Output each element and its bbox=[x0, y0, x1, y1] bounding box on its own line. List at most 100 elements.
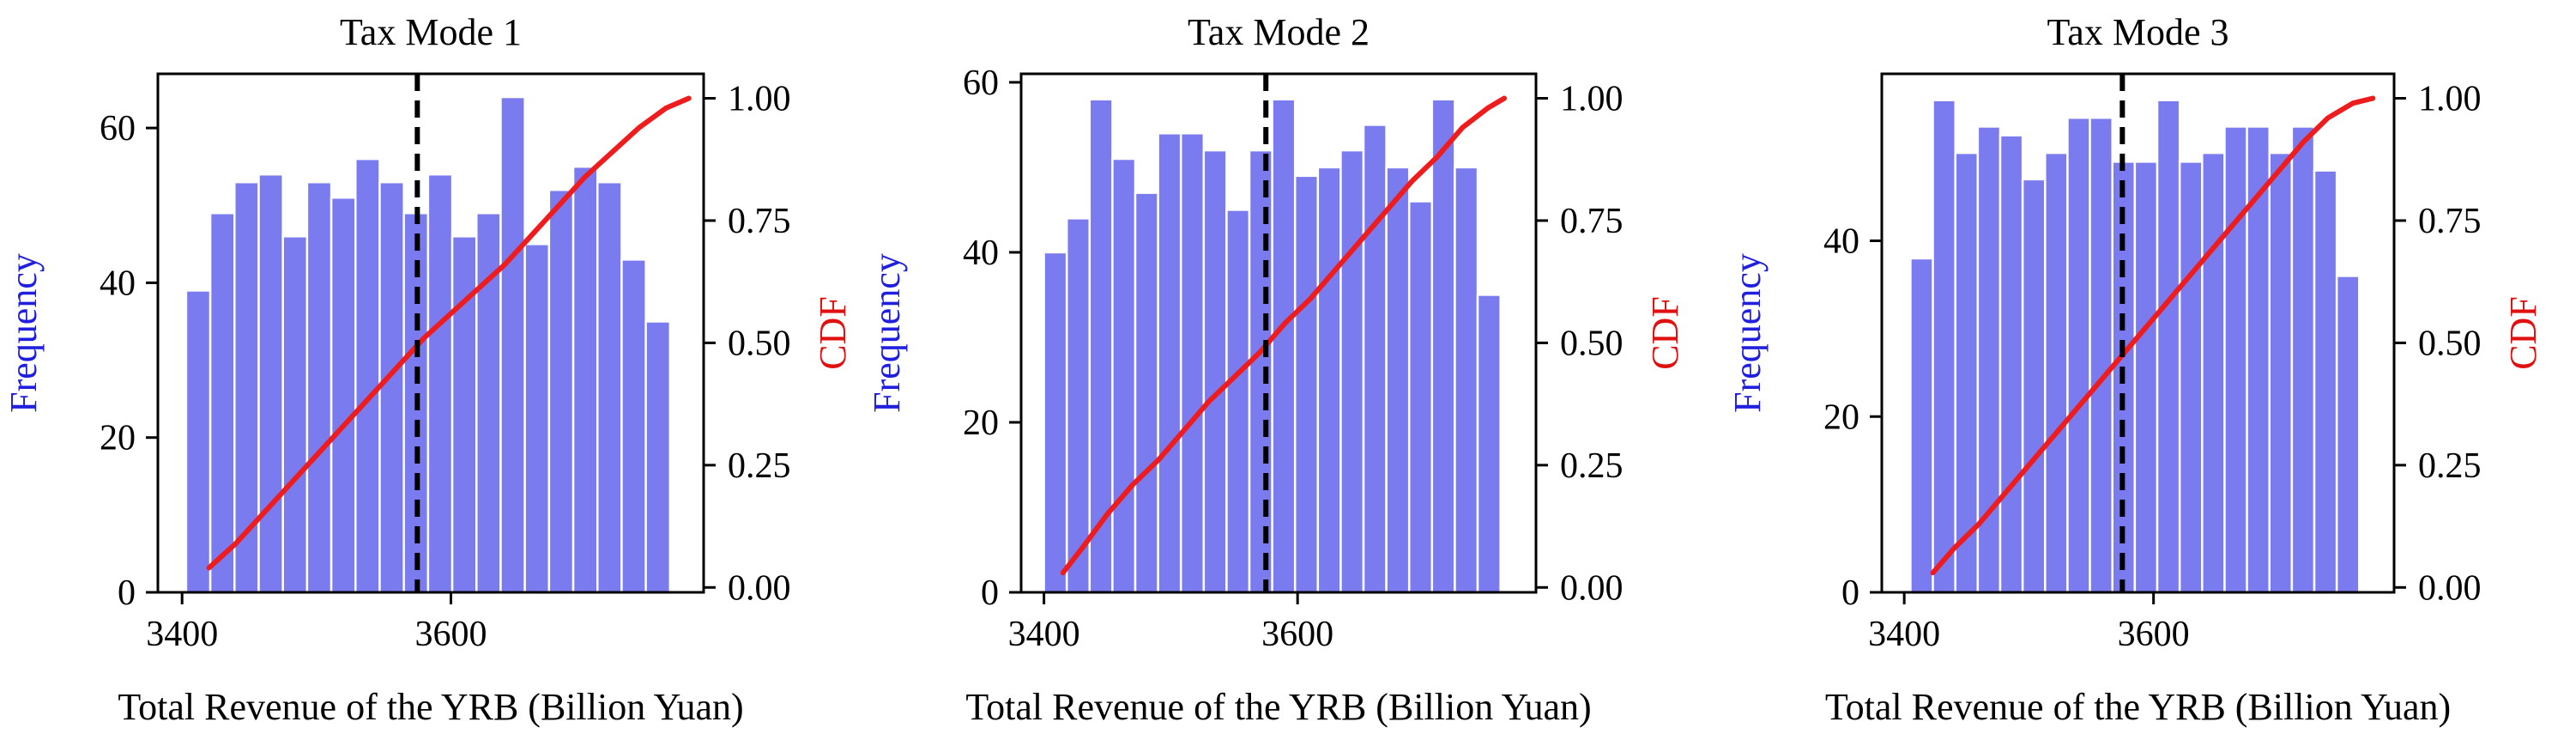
y-tick-label: 0 bbox=[1841, 573, 1859, 613]
histogram-bar bbox=[2201, 151, 2226, 594]
histogram-bar bbox=[209, 212, 236, 594]
y-tick-label: 60 bbox=[100, 109, 136, 149]
histogram-bar bbox=[354, 157, 381, 594]
y-axis-label: Frequency bbox=[1726, 253, 1769, 413]
histogram-bar bbox=[378, 180, 405, 594]
histogram-bar bbox=[1134, 191, 1159, 594]
histogram-bar bbox=[450, 235, 478, 594]
histogram-bar bbox=[523, 243, 551, 594]
x-tick-label: 3600 bbox=[1261, 615, 1333, 654]
histogram-bar bbox=[1248, 149, 1273, 594]
x-tick-label: 3600 bbox=[2118, 615, 2190, 654]
y2-tick-label: 1.00 bbox=[728, 79, 791, 118]
x-axis-label: Total Revenue of the YRB (Billion Yuan) bbox=[1825, 686, 2451, 728]
y-tick-label: 0 bbox=[981, 573, 999, 613]
histogram-bar bbox=[281, 235, 309, 594]
x-tick-label: 3600 bbox=[414, 615, 487, 654]
histogram-bar bbox=[547, 188, 575, 594]
histogram-bar bbox=[1202, 149, 1228, 594]
chart-title: Tax Mode 1 bbox=[340, 11, 522, 53]
y-tick-label: 20 bbox=[1823, 397, 1859, 437]
y-tick-label: 60 bbox=[963, 64, 999, 103]
histogram-bar bbox=[1385, 166, 1411, 594]
histogram-bar bbox=[2133, 161, 2159, 594]
histogram-bar bbox=[1271, 98, 1297, 594]
chart-panel-3: 3400 3600 0 20 40 0.00 0.25 0.50 0.75 1.00 Tax Mod… bbox=[1726, 11, 2544, 728]
histogram-bar bbox=[571, 165, 599, 594]
chart-title: Tax Mode 3 bbox=[2047, 11, 2229, 53]
histogram-bar bbox=[2268, 151, 2294, 594]
x-axis-label: Total Revenue of the YRB (Billion Yuan) bbox=[118, 686, 743, 728]
chart-panel-1: 3400 3600 0 20 40 60 0.00 0.25 0.50 0.75 1.00 Tax M… bbox=[3, 11, 854, 728]
histogram-bar bbox=[2290, 125, 2316, 594]
y2-tick-label: 0.50 bbox=[2418, 324, 2482, 363]
y2-axis-label: CDF bbox=[1644, 296, 1686, 370]
y2-tick-label: 0.00 bbox=[2418, 568, 2482, 608]
histogram-bar bbox=[1476, 294, 1502, 594]
y2-tick-label: 0.75 bbox=[1560, 202, 1624, 241]
y2-tick-label: 1.00 bbox=[2418, 79, 2482, 118]
histogram-bar bbox=[426, 173, 454, 594]
cdf-line bbox=[1060, 95, 1508, 576]
cdf-line bbox=[1930, 95, 2376, 576]
y-tick-label: 40 bbox=[963, 234, 999, 273]
y2-tick-label: 0.00 bbox=[1560, 568, 1624, 608]
plot-frame bbox=[1019, 72, 1538, 594]
histogram-bar bbox=[2021, 178, 2047, 594]
histogram-bar bbox=[1157, 132, 1182, 594]
y2-axis-label: CDF bbox=[2502, 296, 2544, 370]
histogram-bar bbox=[1430, 98, 1456, 594]
histogram-bar bbox=[1407, 200, 1434, 594]
histogram-bar bbox=[2066, 116, 2091, 594]
histogram-bar bbox=[1339, 149, 1365, 594]
plot-frame bbox=[156, 72, 705, 594]
chart-title: Tax Mode 2 bbox=[1188, 11, 1370, 53]
y2-tick-label: 0.25 bbox=[728, 446, 791, 486]
histogram-bar bbox=[620, 258, 647, 594]
histogram-bar bbox=[1225, 209, 1251, 594]
histogram-bar bbox=[2156, 99, 2181, 594]
histogram-bar bbox=[1111, 157, 1137, 594]
histogram-bar bbox=[1065, 217, 1091, 594]
x-tick-label: 3400 bbox=[146, 615, 218, 654]
histogram-bar bbox=[2313, 169, 2338, 594]
y2-tick-label: 1.00 bbox=[1560, 79, 1624, 118]
histogram-bar bbox=[1043, 251, 1068, 594]
x-tick-label: 3400 bbox=[1868, 615, 1940, 654]
y2-tick-label: 0.25 bbox=[1560, 446, 1624, 486]
y-axis-label: Frequency bbox=[3, 253, 45, 413]
cdf-line bbox=[206, 95, 692, 571]
histogram-bar bbox=[305, 180, 333, 594]
histogram-bar bbox=[1909, 257, 1934, 594]
histogram-bar bbox=[2335, 275, 2361, 594]
y2-axis-label: CDF bbox=[812, 296, 854, 370]
histogram-bar bbox=[330, 196, 357, 594]
histogram-bar bbox=[1316, 166, 1342, 594]
y-axis-label: Frequency bbox=[866, 253, 908, 413]
histogram-bar bbox=[1454, 166, 1479, 594]
y-tick-label: 40 bbox=[1823, 222, 1859, 262]
y2-tick-label: 0.75 bbox=[728, 202, 791, 241]
plot-frame bbox=[1880, 72, 2396, 594]
y-tick-label: 20 bbox=[963, 403, 999, 443]
y2-tick-label: 0.25 bbox=[2418, 446, 2482, 486]
histogram-bar bbox=[1362, 124, 1388, 594]
histogram-bar bbox=[2089, 116, 2113, 594]
histogram-bar bbox=[644, 320, 672, 594]
y2-tick-label: 0.50 bbox=[728, 324, 791, 363]
histogram-bar bbox=[1999, 134, 2024, 594]
histogram-bar bbox=[184, 289, 212, 594]
histogram-bar bbox=[1179, 132, 1206, 594]
x-axis-label: Total Revenue of the YRB (Billion Yuan) bbox=[965, 686, 1591, 728]
histogram-bar bbox=[257, 173, 284, 594]
histogram-bar bbox=[2223, 125, 2248, 594]
histogram-bar bbox=[1293, 174, 1320, 594]
histogram-bar bbox=[596, 180, 623, 594]
x-tick-label: 3400 bbox=[1008, 615, 1080, 654]
histogram-bar bbox=[1932, 99, 1956, 594]
y2-tick-label: 0.75 bbox=[2418, 202, 2482, 241]
y-tick-label: 20 bbox=[100, 419, 136, 458]
histogram-bar bbox=[499, 95, 526, 594]
histogram-bar bbox=[2044, 151, 2069, 594]
